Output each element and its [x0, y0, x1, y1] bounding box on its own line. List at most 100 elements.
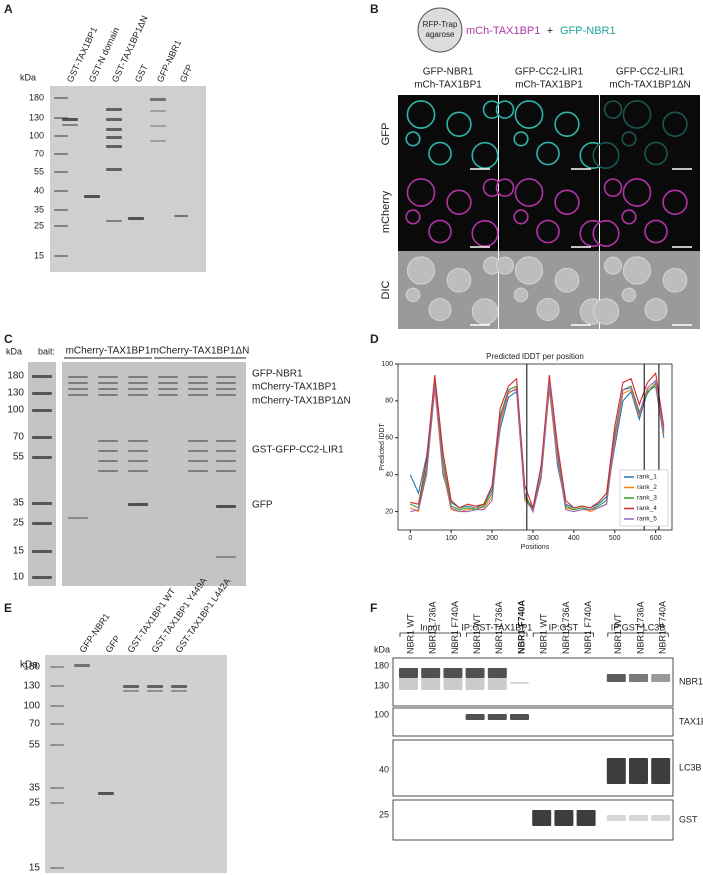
band	[510, 714, 529, 720]
band	[174, 215, 188, 217]
band	[98, 382, 118, 384]
band	[421, 678, 441, 690]
band	[128, 394, 148, 396]
y-tick-label: 60	[385, 435, 393, 442]
droplet	[513, 209, 529, 225]
droplet	[644, 141, 668, 166]
band	[32, 576, 52, 579]
band	[106, 136, 122, 139]
droplet	[592, 219, 620, 247]
column-header: GFP-NBR1	[423, 67, 474, 78]
x-tick-label: 500	[609, 535, 621, 542]
droplet	[406, 100, 436, 129]
unit-label: kDa	[20, 72, 36, 82]
marker-label: 100	[29, 130, 44, 140]
droplet	[662, 111, 688, 137]
x-tick-label: 200	[486, 535, 498, 542]
legend-label: rank_4	[637, 505, 657, 512]
band	[54, 190, 68, 192]
bead-icon	[417, 7, 463, 53]
droplet	[446, 189, 472, 215]
band	[171, 690, 187, 692]
row-label: DIC	[380, 280, 392, 299]
band	[54, 153, 68, 155]
band	[216, 388, 236, 390]
unit-label: kDa	[6, 346, 22, 356]
blot	[392, 657, 674, 707]
panel-label: E	[4, 601, 12, 615]
band	[128, 217, 144, 220]
band	[54, 135, 68, 137]
bead-label: agarose	[426, 30, 455, 39]
x-tick-label: 600	[650, 535, 662, 542]
band	[50, 723, 64, 725]
droplet	[405, 209, 421, 225]
gel	[50, 86, 206, 272]
droplet	[662, 267, 688, 293]
band	[443, 668, 463, 678]
band	[216, 394, 236, 396]
band	[50, 666, 64, 668]
lane-label: NBR1 WT	[405, 613, 415, 654]
band	[188, 460, 208, 462]
marker-label: 100	[23, 701, 40, 712]
band	[399, 668, 418, 678]
band	[188, 376, 208, 378]
droplet	[471, 141, 499, 169]
band	[421, 668, 441, 678]
micrograph	[499, 95, 599, 173]
band	[487, 678, 507, 690]
marker-label: 25	[13, 518, 25, 529]
droplet	[428, 141, 452, 166]
legend-label: rank_1	[637, 474, 657, 481]
band	[74, 664, 90, 667]
band	[188, 440, 208, 442]
droplet	[513, 131, 529, 147]
bait-label: mCh-TAX1BP1	[466, 25, 540, 37]
band	[606, 674, 626, 682]
droplet	[514, 256, 544, 285]
legend-label: rank_3	[637, 495, 657, 502]
group-label: Input	[420, 622, 441, 632]
droplet	[554, 111, 580, 137]
band	[98, 388, 118, 390]
y-tick-label: 20	[385, 508, 393, 515]
band	[188, 382, 208, 384]
marker-label: 15	[34, 250, 44, 260]
band	[216, 450, 236, 452]
band	[651, 674, 671, 682]
band	[106, 128, 122, 131]
y-tick-label: 80	[385, 398, 393, 405]
lane-label: NBR1 F740A	[583, 601, 593, 654]
band	[532, 810, 552, 826]
droplet	[622, 256, 652, 285]
droplet	[405, 131, 421, 147]
x-tick-label: 0	[408, 535, 412, 542]
droplet	[405, 287, 421, 303]
band	[147, 685, 163, 688]
panel-label: A	[4, 2, 13, 16]
band	[216, 505, 236, 508]
unit-label: kDa	[20, 660, 38, 671]
band	[68, 517, 88, 519]
gel	[45, 655, 227, 873]
band	[128, 460, 148, 462]
band	[98, 376, 118, 378]
marker-label: 70	[13, 432, 25, 443]
unit-label: kDa	[374, 644, 390, 654]
band	[399, 678, 418, 690]
droplet	[554, 267, 580, 293]
lane-label: NBR1 L736A	[428, 601, 438, 654]
y-axis-label: Predicted lDDT	[379, 423, 386, 471]
band	[98, 470, 118, 472]
group-label: mCherry-TAX1BP1	[66, 346, 151, 357]
droplet	[496, 256, 514, 275]
column-header: GFP-CC2-LIR1	[515, 67, 584, 78]
blot	[392, 739, 674, 797]
marker-label: 15	[29, 863, 41, 874]
group-bracket	[607, 632, 669, 637]
blot-label: NBR1	[679, 676, 703, 686]
marker-label: 180	[29, 92, 44, 102]
group-label: IP:GST	[549, 622, 579, 632]
band	[54, 171, 68, 173]
